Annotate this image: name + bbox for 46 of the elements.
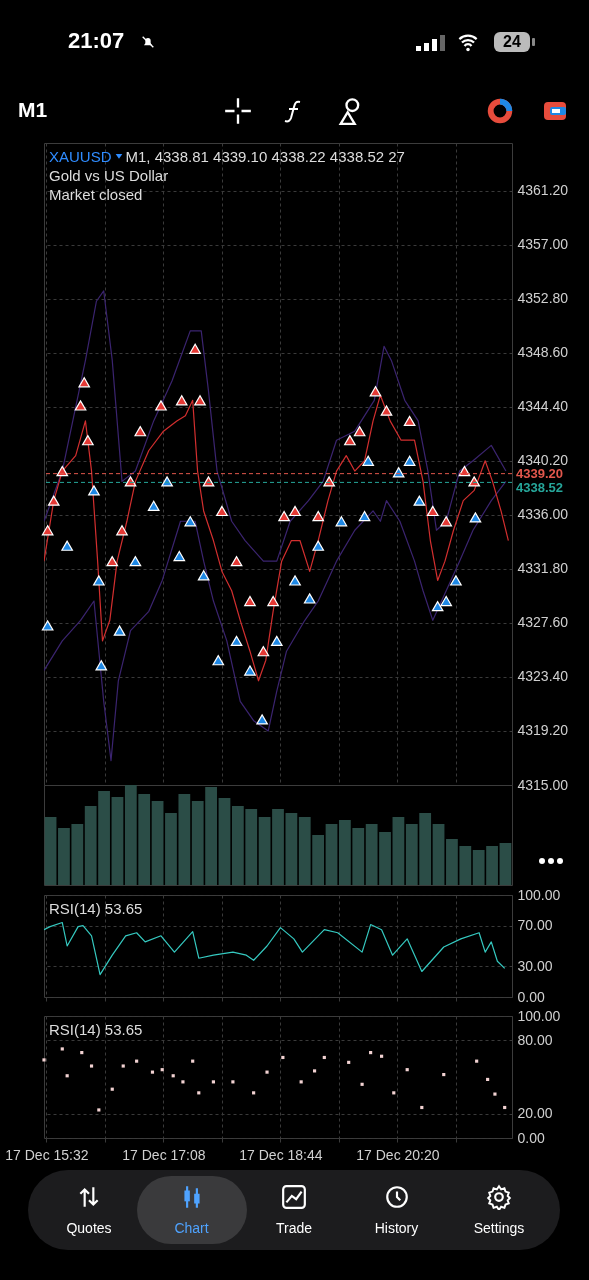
y-tick-label: 4323.40 [517, 668, 569, 685]
text: 21:07 [68, 28, 125, 54]
x-tick-label: 17 Dec 15:32 [5, 1146, 89, 1163]
y-tick-label: 4327.60 [517, 614, 569, 631]
chart-title: RSI(14) 53.65 [49, 900, 143, 917]
text: Trade [274, 1220, 314, 1236]
y-tick-label: 100.00 [517, 886, 561, 903]
bar [111, 797, 124, 885]
y-tick-label: 4315.00 [517, 776, 569, 793]
annotation: Gold vs US Dollar [49, 166, 170, 185]
y-tick-label: 4331.80 [517, 560, 569, 577]
chart-title: XAUUSD [49, 148, 112, 165]
y-tick-label: 80.00 [517, 1031, 553, 1048]
y-tick-label: 4357.00 [517, 236, 569, 253]
y-tick-label: 0.00 [517, 988, 545, 1005]
text: History [373, 1220, 420, 1236]
y-tick-label: 20.00 [517, 1105, 553, 1122]
y-tick-label: 4336.00 [517, 506, 569, 523]
bar [151, 801, 164, 885]
bar [499, 843, 512, 885]
y-tick-label: 70.00 [517, 917, 553, 934]
text: 24 [503, 33, 521, 51]
y-tick-label: 4361.20 [517, 182, 569, 199]
y-tick-label: 30.00 [517, 957, 553, 974]
y-tick-label: 100.00 [517, 1007, 561, 1024]
y-tick-label: 4352.80 [517, 290, 569, 307]
y-tick-label: 0.00 [517, 1129, 545, 1146]
x-tick-label: 17 Dec 20:20 [356, 1146, 440, 1163]
bar [44, 817, 57, 885]
chart-title: RSI(14) 53.65 [49, 1021, 143, 1038]
y-tick-label: 4319.20 [517, 722, 569, 739]
annotation: Market closed [49, 185, 144, 204]
x-tick-label: 17 Dec 18:44 [239, 1146, 323, 1163]
chart-subtitle: M1, 4338.81 4339.10 4338.22 4338.52 27 [125, 148, 405, 165]
y-tick-label: 4344.40 [517, 398, 569, 415]
text: M1 [18, 98, 48, 122]
bar [218, 798, 231, 885]
text: Chart [173, 1220, 210, 1236]
text: Settings [472, 1220, 526, 1236]
bar [432, 824, 445, 885]
bar [325, 824, 338, 885]
y-tick-label: 4348.60 [517, 344, 569, 361]
x-tick-label: 17 Dec 17:08 [122, 1146, 206, 1163]
ref-line-label: 4338.52 [516, 480, 563, 496]
bar [392, 817, 405, 885]
text: Quotes [65, 1220, 113, 1236]
